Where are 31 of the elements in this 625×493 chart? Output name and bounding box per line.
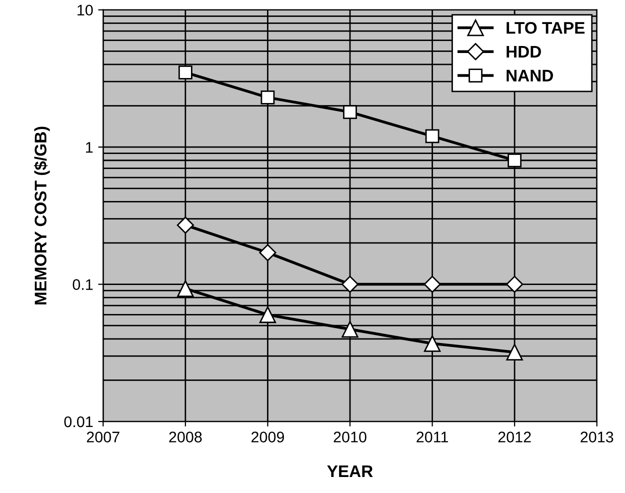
x-axis-title: YEAR	[327, 466, 373, 477]
point	[342, 320, 358, 338]
point	[260, 90, 275, 104]
point	[425, 129, 440, 144]
x-tick-label: 2008	[169, 432, 202, 442]
point	[424, 335, 441, 352]
x-tick-label: 2010	[334, 432, 366, 442]
point	[176, 216, 194, 234]
x-tick-label: 2012	[498, 432, 531, 442]
y-tick-label: 10	[78, 4, 93, 16]
x-tick-label: 2007	[86, 432, 120, 442]
point	[506, 344, 523, 361]
x-tick-label: 2011	[416, 432, 448, 442]
y-tick-label: 0.1	[72, 279, 93, 290]
y-tick-label: 0.01	[64, 416, 93, 428]
x-tick-label: 2013	[580, 432, 614, 442]
legend-label: HDD	[506, 46, 541, 58]
point	[508, 153, 522, 168]
point	[259, 306, 276, 324]
point	[506, 276, 524, 293]
point	[178, 65, 192, 80]
y-tick-label: 1	[86, 142, 93, 153]
point	[259, 244, 276, 262]
point	[177, 280, 194, 297]
legend-label: NAND	[506, 70, 553, 82]
x-tick-label: 2009	[251, 432, 284, 442]
point	[343, 105, 357, 119]
legend-label: LTO TAPE	[506, 22, 585, 34]
y-axis-title: MEMORY COST ($/GB)	[34, 126, 50, 304]
point	[424, 276, 441, 293]
point	[341, 276, 359, 293]
